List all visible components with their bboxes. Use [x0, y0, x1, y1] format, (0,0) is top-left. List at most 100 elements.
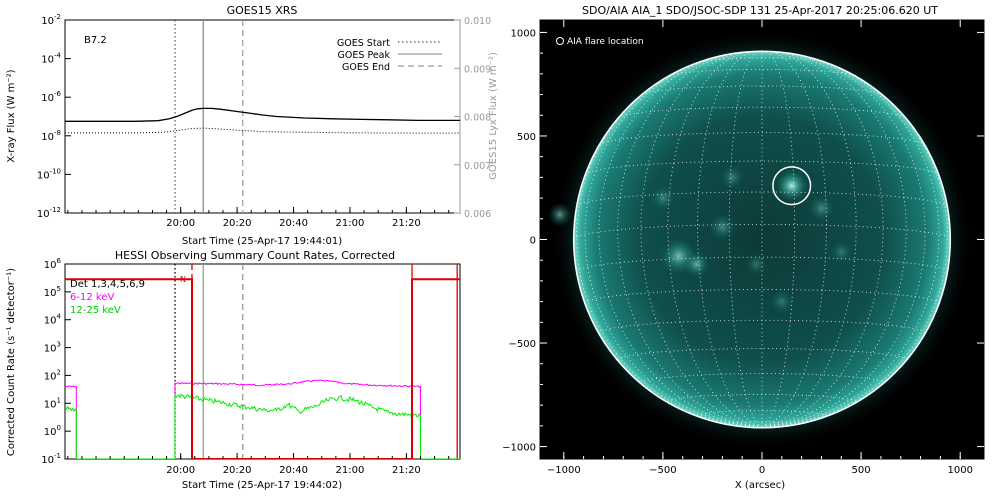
hessi-title: HESSI Observing Summary Count Rates, Cor… [115, 249, 395, 262]
hessi-legend: Det 1,3,4,5,6,9 6-12 keV 12-25 keV [70, 279, 145, 316]
hessi-legend-12-25: 12-25 keV [70, 305, 121, 316]
aia-grid-longitude-line [761, 52, 926, 428]
goes-ylabel-right: GOES15 Lyx Flux (W m⁻²) [488, 52, 499, 180]
goes-xlabel: Start Time (25-Apr-17 19:44:01) [182, 236, 342, 247]
aia-bright-region-2 [683, 251, 710, 278]
hessi-legend-title: Det 1,3,4,5,6,9 [70, 279, 145, 290]
goes-ytick-label: 10-4 [41, 52, 61, 66]
aia-grid-longitude-line [761, 51, 884, 428]
hessi-panel: HESSI Observing Summary Count Rates, Cor… [6, 249, 461, 491]
goes-ytick-label: 10-8 [41, 129, 61, 143]
aia-xtick-label: 500 [852, 465, 871, 476]
aia-title: SDO/AIA AIA_1 SDO/JSOC-SDP 131 25-Apr-20… [582, 4, 938, 17]
aia-bright-region-10 [830, 240, 853, 263]
goes-ytick-label: 10-10 [37, 167, 61, 181]
aia-bright-region-0 [775, 169, 808, 202]
hessi-xlabel: Start Time (25-Apr-17 19:44:02) [182, 480, 342, 491]
aia-ytick-label: 500 [517, 132, 536, 143]
aia-ytick-label: 0 [530, 236, 536, 247]
goes-ytick-label: 10-12 [37, 206, 61, 220]
aia-bright-region-7 [769, 289, 794, 314]
aia-bright-region-4 [650, 186, 675, 211]
goes-xtick-label: 20:40 [279, 218, 308, 229]
hessi-xtick-label: 20:20 [223, 465, 252, 476]
hessi-plot-frame [64, 263, 461, 460]
goes-ylabel: X-ray Flux (W m⁻²) [6, 69, 17, 162]
hessi-ytick-label: 10-1 [41, 452, 61, 466]
hessi-xtick-label: 20:00 [166, 465, 195, 476]
aia-grid-longitude-line [617, 51, 763, 428]
goes-xtick-label: 20:00 [166, 218, 195, 229]
aia-legend-text: AIA flare location [567, 37, 644, 47]
hessi-series-line-1 [65, 393, 460, 459]
hessi-series-line-0 [65, 379, 460, 459]
hessi-ytick-label: 103 [44, 341, 61, 355]
aia-grid-latitude-line [584, 289, 940, 304]
aia-solar-disk [573, 51, 951, 428]
aia-grid-latitude-line [617, 106, 907, 119]
goes-title: GOES15 XRS [227, 4, 298, 17]
aia-xlabel: X (arcsec) [735, 480, 785, 491]
aia-grid-latitude-line [728, 421, 796, 425]
aia-legend: AIA flare location [556, 37, 644, 47]
goes-ytick-label: 10-6 [41, 90, 61, 104]
goes-ytick-right-label: 0.010 [464, 16, 491, 27]
aia-grid-longitude-line [761, 50, 796, 428]
goes-ytick-label: 10-2 [41, 13, 61, 27]
aia-grid-latitude-line [667, 394, 857, 403]
goes-series-line-1 [65, 127, 460, 134]
aia-grid-longitude-line [598, 52, 763, 428]
hessi-xtick-label: 21:20 [392, 465, 421, 476]
aia-ytick-label: −1000 [502, 443, 536, 454]
goes-xrs-panel: GOES15 XRS 20:00 20:20 20:40 21:00 21:20 10-2… [6, 4, 499, 247]
aia-grid-latitude-line [641, 85, 883, 96]
goes-xtick-label: 20:20 [223, 218, 252, 229]
goes-xtick-label: 21:00 [336, 218, 365, 229]
aia-legend-circle-icon [556, 37, 564, 45]
aia-bright-region-9 [745, 253, 767, 276]
goes-legend-label-2: GOES End [342, 62, 390, 73]
aia-grid-latitude-line [733, 51, 791, 54]
hessi-ytick-label: 104 [44, 313, 62, 327]
hessi-ylabel: Corrected Count Rate (s⁻¹ detector⁻¹) [6, 268, 17, 456]
aia-panel: SDO/AIA AIA_1 SDO/JSOC-SDP 131 25-Apr-20… [502, 4, 985, 491]
aia-ytick-label: 1000 [511, 28, 536, 39]
aia-bright-region-6 [720, 165, 745, 190]
aia-grid-latitude-line [699, 57, 825, 63]
aia-grid-longitude-line [761, 55, 940, 428]
aia-grid-longitude-line [584, 55, 763, 428]
hessi-ytick-label: 106 [44, 257, 62, 271]
goes-ytick-right-label: 0.008 [464, 113, 491, 124]
aia-grid-longitude-line [640, 51, 763, 428]
aia-flare-location-circle [772, 166, 812, 206]
hessi-xtick-label: 20:40 [279, 465, 308, 476]
goes-series-line-0 [65, 107, 460, 122]
aia-limb-circle [572, 50, 952, 429]
aia-xtick-label: −500 [649, 465, 676, 476]
hessi-xtick-label: 21:00 [336, 465, 365, 476]
hessi-flag-label: N [180, 275, 186, 284]
aia-ytick-label: −500 [509, 339, 536, 350]
aia-grid-longitude-line [761, 51, 907, 428]
hessi-series-line-2 [65, 278, 460, 459]
aia-grid-latitude-line [617, 348, 907, 361]
goes-plot-frame [64, 19, 461, 214]
aia-bright-region-3 [708, 213, 737, 241]
hessi-ytick-label: 101 [44, 396, 61, 410]
goes-xtick-label: 21:20 [392, 218, 421, 229]
aia-xtick-label: 0 [759, 465, 765, 476]
goes-legend-label-0: GOES Start [337, 38, 390, 49]
aia-bright-region-5 [808, 195, 835, 222]
hessi-ytick-label: 105 [44, 285, 61, 299]
aia-grid-longitude-line [728, 50, 763, 428]
aia-bright-region-8 [547, 202, 572, 227]
goes-ytick-right-label: 0.006 [464, 209, 491, 220]
goes-class-annotation: B7.2 [84, 35, 107, 46]
goes-legend-label-1: GOES Peak [338, 50, 391, 61]
aia-xtick-label: 1000 [947, 465, 972, 476]
goes-ytick-right-label: 0.009 [464, 64, 491, 75]
hessi-ytick-label: 102 [44, 368, 61, 382]
goes-ytick-right-label: 0.007 [464, 161, 491, 172]
aia-xtick-label: −1000 [547, 465, 581, 476]
